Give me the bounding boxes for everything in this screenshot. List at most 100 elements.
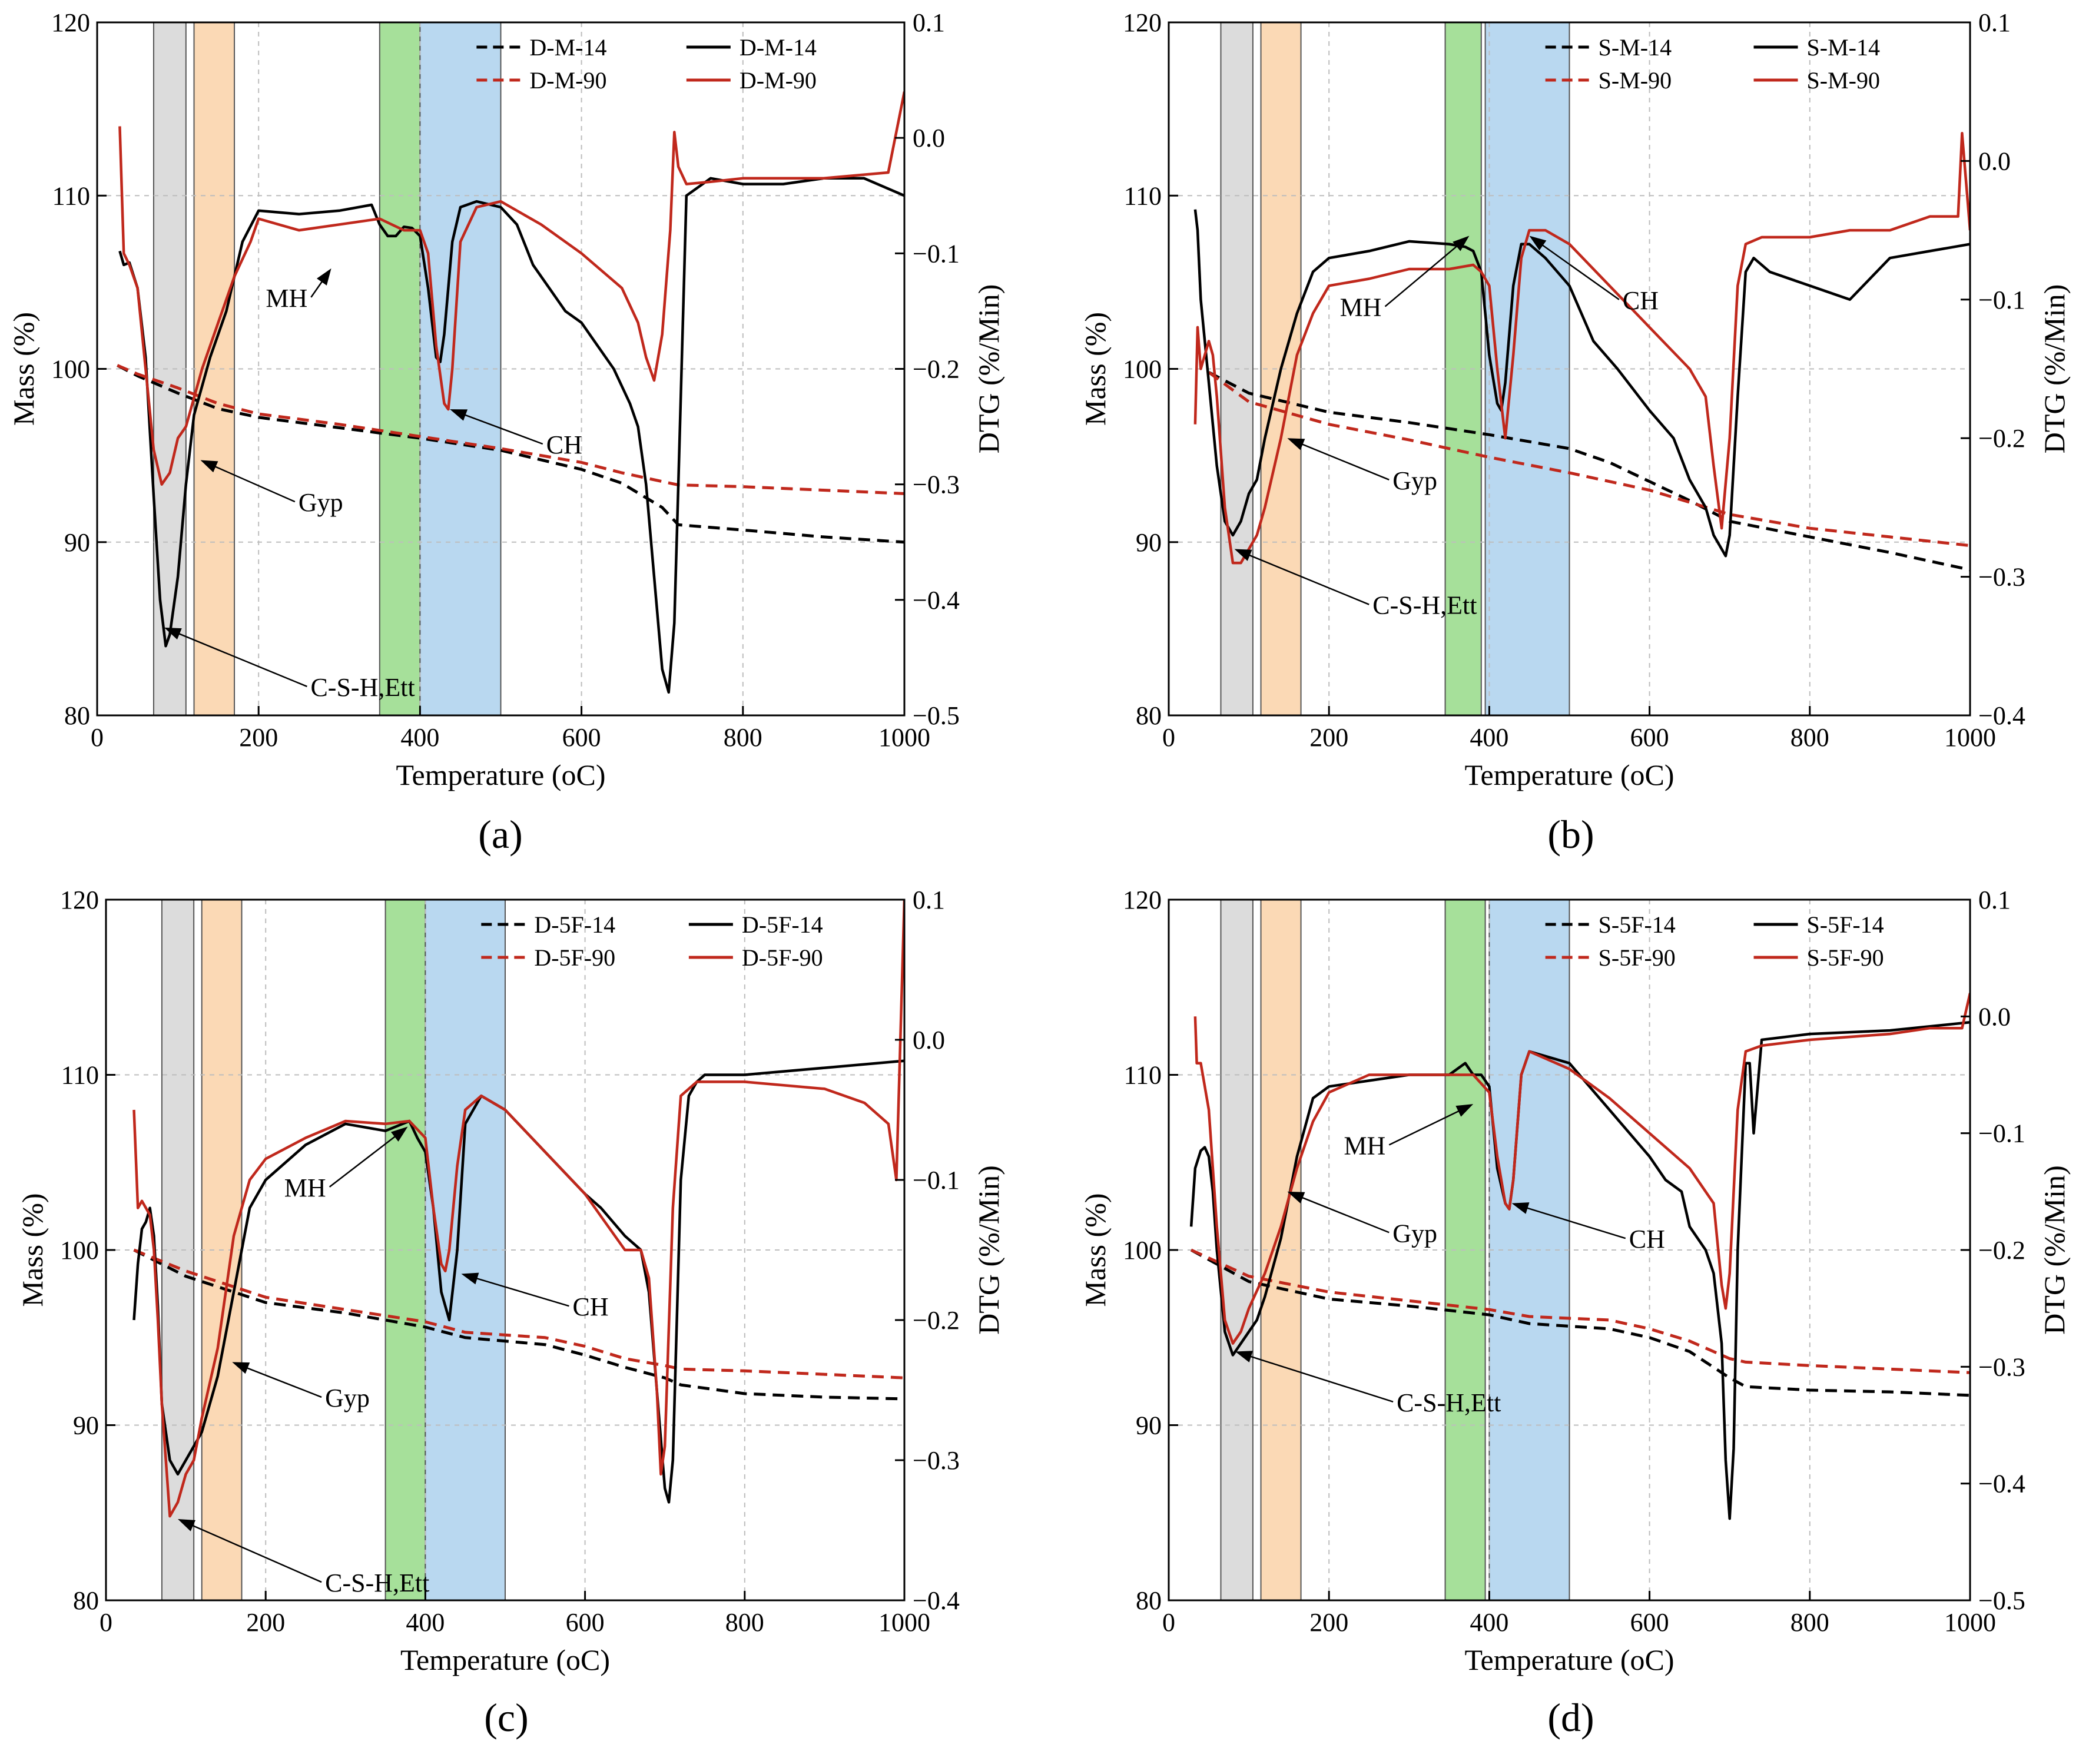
temperature-band (152, 22, 187, 716)
annotation-label: C-S-H,Ett (310, 673, 415, 702)
annotation-label: CH (546, 430, 582, 459)
y2-axis-label: DTG (%/Min) (972, 284, 1005, 453)
x-tick-label: 800 (1790, 723, 1829, 752)
y2-tick-label: 0.1 (1978, 8, 2011, 37)
x-tick-label: 0 (91, 723, 104, 752)
annotation-arrow-line (475, 1277, 569, 1307)
annotation-arrow-line (190, 1524, 322, 1583)
legend-label: D-5F-90 (534, 944, 615, 971)
y2-tick-label: −0.1 (913, 239, 960, 268)
y2-tick-label: 0.1 (913, 886, 945, 914)
annotation-arrow-head (1529, 236, 1547, 251)
chart-panel-b: 0 200 400 600 800 1000 80 90 100 110 120 −0.4 −0.3 −0… (1079, 8, 2071, 857)
y2-tick-label: −0.1 (913, 1166, 960, 1195)
panel-label: (d) (1547, 1695, 1594, 1740)
series-line-mass-black (133, 1248, 904, 1401)
y-tick-label: 100 (1123, 1236, 1162, 1265)
x-tick-label: 200 (1309, 1608, 1348, 1637)
y2-tick-label: −0.2 (1978, 424, 2025, 453)
y2-tick-label: −0.3 (913, 1446, 960, 1475)
y2-tick-label: 0.0 (913, 124, 945, 152)
x-tick-label: 0 (100, 1608, 112, 1637)
x-axis-label: Temperature (oC) (1464, 758, 1674, 791)
series-line-dtg-red (118, 91, 904, 486)
series-line-dtg-red (132, 900, 904, 1518)
annotation-label: C-S-H,Ett (1372, 591, 1477, 620)
legend-label: S-5F-14 (1599, 911, 1676, 938)
y2-tick-label: −0.3 (1978, 1352, 2025, 1381)
x-axis-label: Temperature (oC) (1464, 1643, 1674, 1676)
y-axis-label: Mass (%) (1079, 312, 1112, 426)
annotation-label: Gyp (1392, 466, 1437, 495)
annotation-arrow-head (1455, 1104, 1474, 1117)
y2-axis-label: DTG (%/Min) (972, 1165, 1005, 1334)
annotation-arrow-head (164, 627, 182, 640)
y2-axis-label: DTG (%/Min) (2038, 1165, 2071, 1334)
x-tick-label: 200 (1309, 723, 1348, 752)
y2-tick-label: −0.5 (913, 701, 960, 730)
y-tick-label: 120 (51, 8, 90, 37)
annotation-arrow-line (177, 632, 307, 688)
x-tick-label: 600 (566, 1608, 605, 1637)
y2-tick-label: −0.2 (1978, 1236, 2025, 1265)
legend-label: S-M-14 (1599, 34, 1672, 61)
x-tick-label: 200 (239, 723, 278, 752)
legend-label: D-M-14 (529, 34, 606, 61)
series-line-mass-red (1191, 1248, 1970, 1374)
annotation-arrow-line (1248, 1355, 1394, 1403)
annotation-arrow-line (213, 465, 296, 503)
panel-label: (c) (484, 1695, 528, 1740)
y-tick-label: 100 (1123, 355, 1162, 384)
annotation-arrow-head (1453, 236, 1470, 251)
annotation-arrow-line (1540, 243, 1620, 300)
y-axis-label: Mass (%) (16, 1193, 49, 1307)
y-tick-label: 90 (64, 528, 90, 557)
y2-tick-label: −0.5 (1978, 1586, 2025, 1615)
annotation-arrow-line (1525, 1206, 1626, 1239)
y2-tick-label: −0.1 (1978, 286, 2025, 314)
x-tick-label: 400 (1470, 1608, 1508, 1637)
y-tick-label: 90 (1136, 528, 1162, 557)
y2-tick-label: 0.1 (1978, 886, 2011, 914)
x-axis-label: Temperature (oC) (396, 758, 605, 791)
y-tick-label: 80 (1136, 1586, 1162, 1615)
annotation-label: MH (266, 284, 307, 313)
annotation-label: MH (1340, 293, 1382, 322)
legend-label: D-5F-14 (534, 911, 615, 938)
annotation-label: Gyp (1392, 1219, 1437, 1248)
x-tick-label: 400 (406, 1608, 445, 1637)
legend-label: S-M-90 (1807, 67, 1880, 94)
annotation-arrow-line (463, 413, 543, 445)
x-tick-label: 1000 (878, 723, 930, 752)
series-line-dtg-black (118, 177, 904, 694)
x-tick-label: 400 (400, 723, 439, 752)
x-tick-label: 800 (724, 723, 762, 752)
y2-axis-label: DTG (%/Min) (2038, 284, 2071, 453)
series-line-dtg-black (1193, 209, 1970, 558)
y2-tick-label: −0.4 (913, 586, 960, 615)
annotation-arrow-head (461, 1272, 479, 1285)
series-line-mass-red (117, 364, 904, 495)
annotation-arrow-head (1287, 438, 1305, 450)
y2-tick-label: −0.2 (913, 355, 960, 384)
y-tick-label: 120 (1123, 8, 1162, 37)
x-tick-label: 800 (725, 1608, 764, 1637)
y2-tick-label: 0.0 (1978, 1002, 2011, 1031)
legend-label: D-M-14 (740, 34, 817, 61)
annotation-arrow-head (450, 409, 468, 421)
annotation-label: Gyp (299, 488, 343, 517)
series-line-mass-red (133, 1248, 904, 1380)
annotation-arrow-head (390, 1126, 408, 1142)
annotation-arrow-head (178, 1518, 195, 1531)
annotation-arrow-line (1247, 553, 1370, 605)
chart-panel-d: 0 200 400 600 800 1000 80 90 100 110 120 −0.5 −0.4 −0… (1079, 886, 2071, 1740)
y-tick-label: 100 (60, 1236, 99, 1265)
y-axis-label: Mass (%) (7, 312, 40, 426)
y-tick-label: 120 (1123, 886, 1162, 914)
annotation-arrow-line (1388, 1109, 1461, 1146)
x-axis-label: Temperature (oC) (400, 1643, 610, 1676)
x-tick-label: 600 (1630, 723, 1669, 752)
legend-label: S-5F-14 (1807, 911, 1884, 938)
annotation-arrow-head (1234, 549, 1252, 561)
